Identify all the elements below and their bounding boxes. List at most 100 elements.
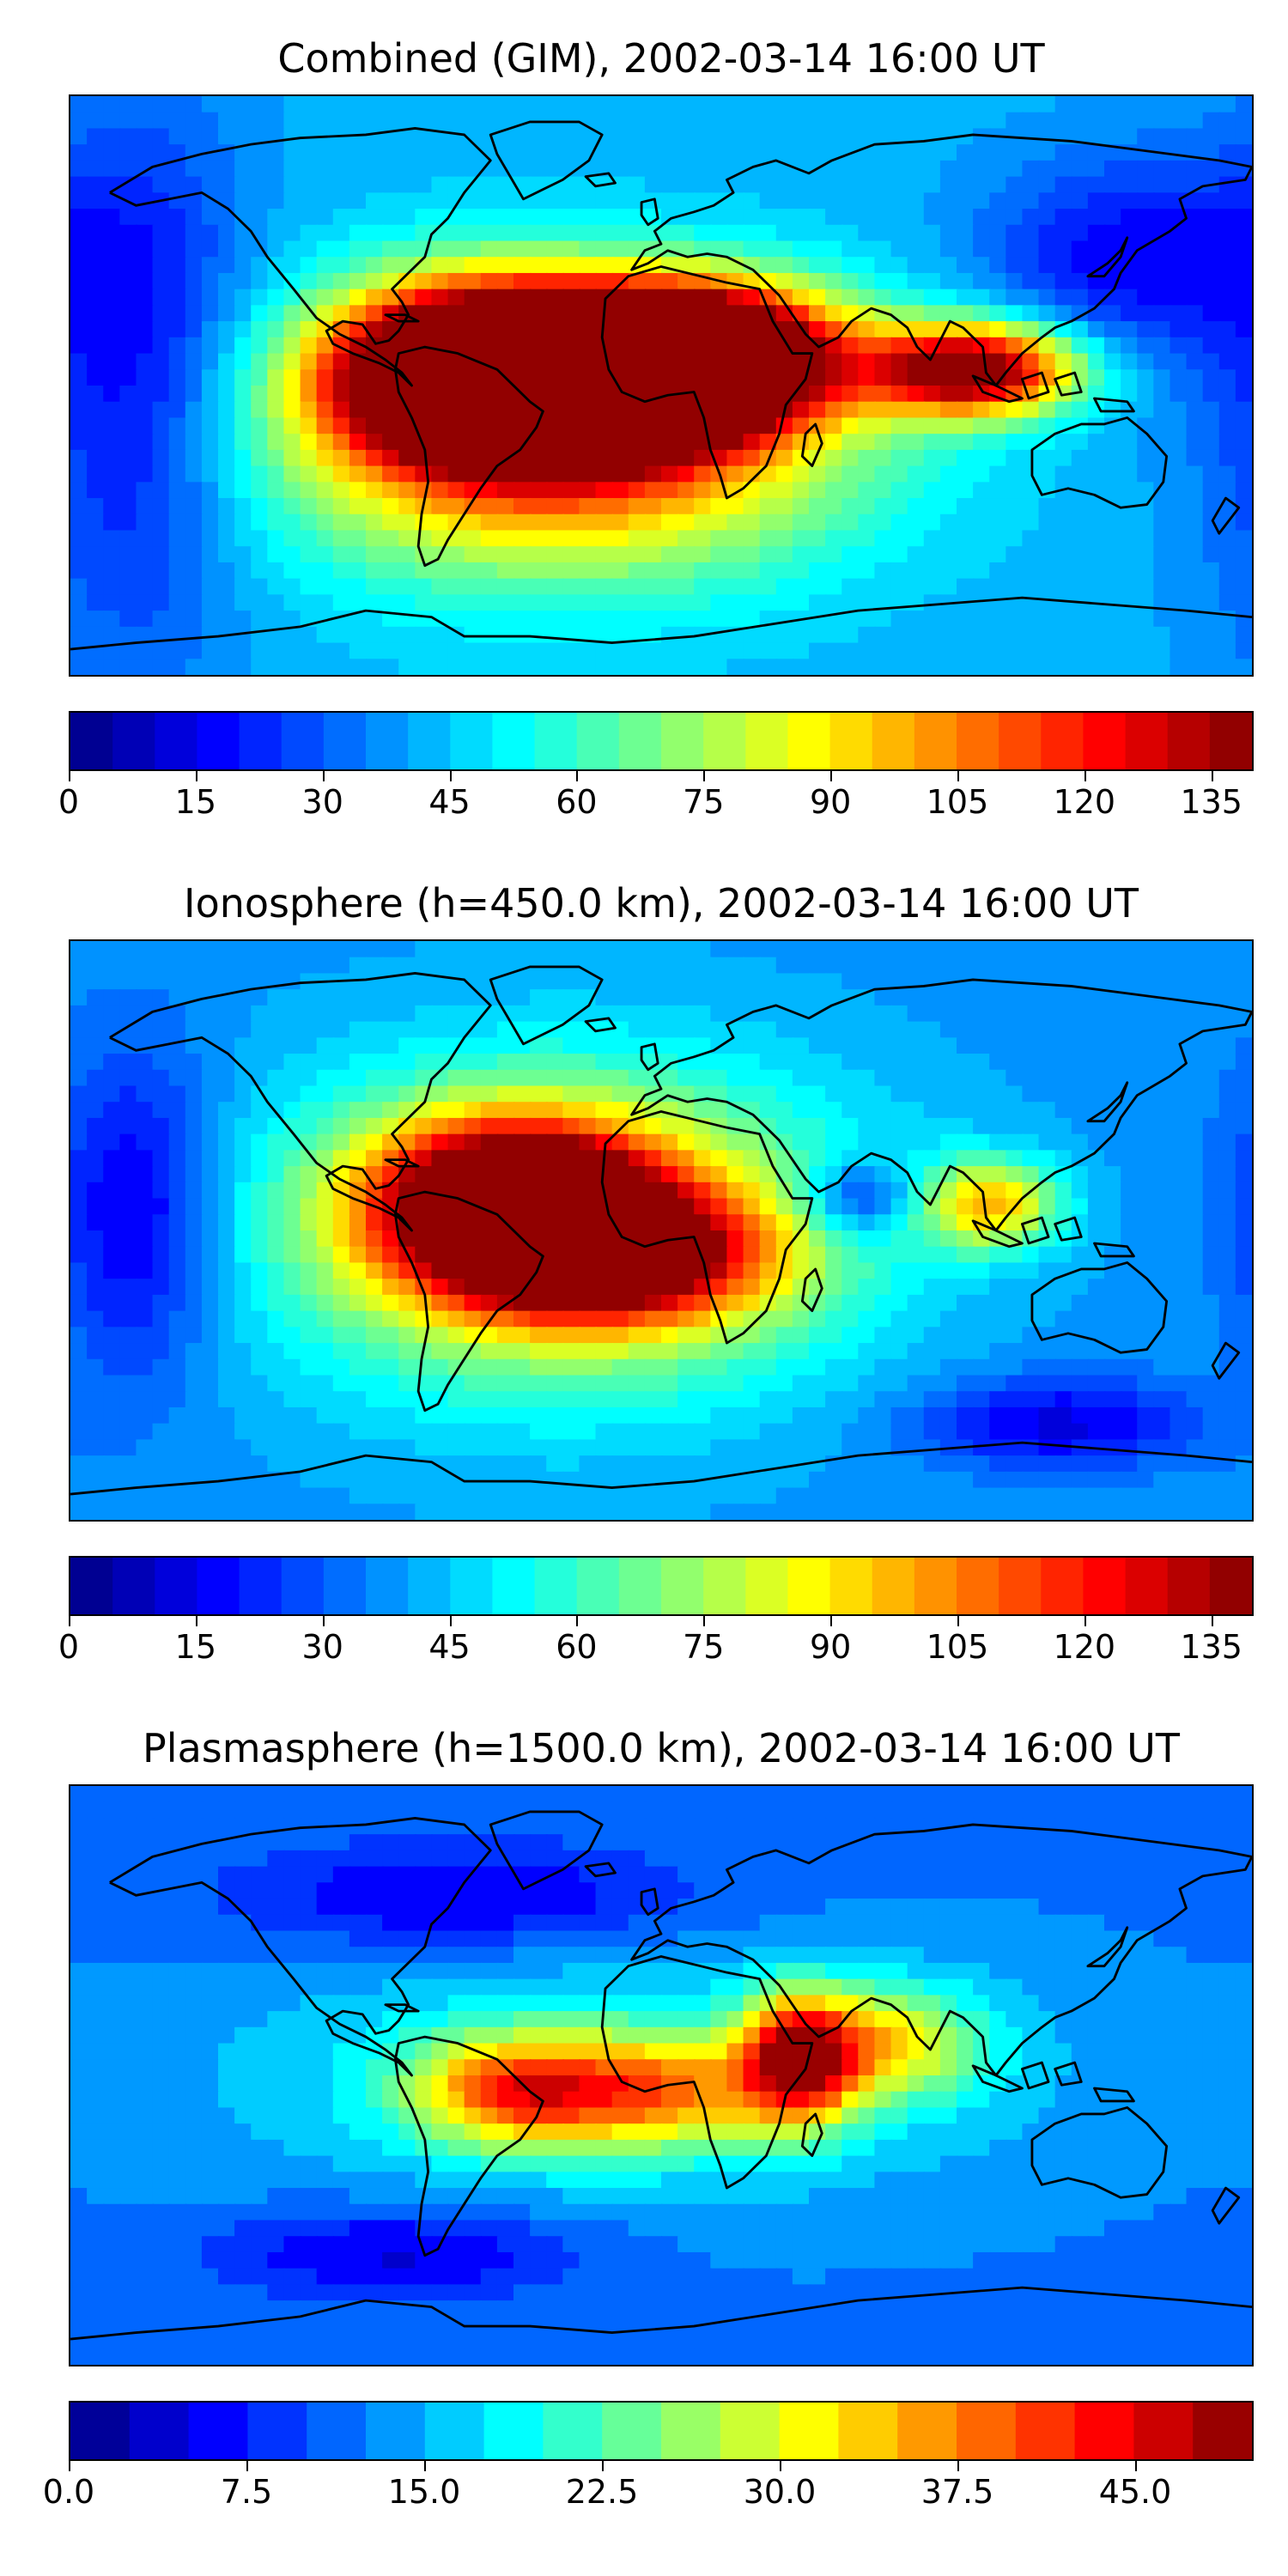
field-cell bbox=[382, 1455, 400, 1473]
field-cell bbox=[1104, 989, 1122, 1007]
field-cell bbox=[677, 1133, 696, 1151]
field-cell bbox=[1235, 144, 1252, 162]
field-cell bbox=[661, 1069, 679, 1087]
field-cell bbox=[546, 1327, 564, 1345]
field-cell bbox=[1087, 176, 1106, 194]
field-cell bbox=[136, 240, 155, 258]
field-cell bbox=[1104, 128, 1122, 146]
field-cell bbox=[283, 401, 302, 419]
field-cell bbox=[70, 1423, 88, 1441]
field-cell bbox=[87, 401, 105, 419]
field-cell bbox=[398, 1005, 416, 1024]
field-cell bbox=[415, 1294, 433, 1313]
field-cell bbox=[874, 337, 893, 355]
field-cell bbox=[1022, 289, 1041, 307]
field-cell bbox=[103, 465, 121, 483]
field-cell bbox=[103, 957, 121, 975]
field-cell bbox=[1202, 498, 1221, 516]
field-cell bbox=[1087, 1423, 1106, 1441]
field-cell bbox=[644, 1005, 663, 1024]
field-cell bbox=[70, 957, 88, 975]
field-cell bbox=[185, 112, 204, 130]
field-cell bbox=[415, 1069, 433, 1087]
field-cell bbox=[366, 1391, 384, 1409]
field-cell bbox=[87, 144, 105, 162]
field-cell bbox=[989, 257, 1007, 275]
field-cell bbox=[136, 578, 155, 596]
field-cell bbox=[792, 224, 811, 242]
field-cell bbox=[168, 240, 187, 258]
field-cell bbox=[1054, 546, 1073, 564]
field-cell bbox=[152, 1262, 171, 1280]
field-cell bbox=[874, 611, 893, 629]
field-cell bbox=[283, 353, 302, 371]
field-cell bbox=[1104, 434, 1122, 452]
field-cell bbox=[661, 1246, 679, 1264]
field-cell bbox=[874, 128, 893, 146]
field-cell bbox=[1153, 112, 1171, 130]
field-cell bbox=[1038, 176, 1057, 194]
field-cell bbox=[923, 1069, 942, 1087]
field-cell bbox=[1104, 957, 1122, 975]
field-cell bbox=[1153, 1214, 1171, 1232]
field-cell bbox=[513, 128, 532, 146]
field-cell bbox=[546, 192, 564, 210]
field-cell bbox=[923, 1102, 942, 1120]
field-cell bbox=[579, 289, 598, 307]
field-cell bbox=[136, 321, 155, 339]
field-cell bbox=[694, 417, 712, 435]
field-cell bbox=[201, 498, 220, 516]
field-cell bbox=[480, 1085, 499, 1103]
field-cell bbox=[300, 1294, 319, 1313]
field-cell bbox=[1104, 973, 1122, 991]
field-cell bbox=[201, 386, 220, 404]
field-cell bbox=[1218, 1279, 1237, 1297]
field-cell bbox=[579, 1021, 598, 1039]
field-cell bbox=[316, 1150, 335, 1168]
field-cell bbox=[694, 128, 712, 146]
field-cell bbox=[316, 1375, 335, 1393]
field-cell bbox=[316, 1069, 335, 1087]
field-cell bbox=[1054, 257, 1073, 275]
field-cell bbox=[792, 989, 811, 1007]
field-cell bbox=[464, 1294, 483, 1313]
field-cell bbox=[957, 482, 975, 500]
field-cell bbox=[726, 578, 745, 596]
field-cell bbox=[530, 144, 548, 162]
field-cell bbox=[218, 1423, 236, 1441]
field-cell bbox=[530, 240, 548, 258]
field-cell bbox=[1087, 224, 1106, 242]
field-cell bbox=[1235, 957, 1252, 975]
field-cell bbox=[1104, 96, 1122, 114]
field-cell bbox=[1137, 465, 1155, 483]
field-cell bbox=[661, 272, 679, 291]
field-cell bbox=[415, 209, 433, 227]
field-cell bbox=[1153, 1406, 1171, 1425]
field-cell bbox=[267, 1166, 285, 1184]
field-cell bbox=[152, 1021, 171, 1039]
field-cell bbox=[480, 546, 499, 564]
field-cell bbox=[201, 941, 220, 959]
field-cell bbox=[1170, 1150, 1188, 1168]
field-cell bbox=[201, 1406, 220, 1425]
field-cell bbox=[743, 594, 762, 612]
field-cell bbox=[677, 321, 696, 339]
field-cell bbox=[957, 353, 975, 371]
field-cell bbox=[316, 192, 335, 210]
field-cell bbox=[480, 1150, 499, 1168]
field-cell bbox=[562, 144, 580, 162]
field-cell bbox=[103, 1455, 121, 1473]
field-cell bbox=[743, 369, 762, 387]
field-cell bbox=[775, 1198, 794, 1216]
field-cell bbox=[1104, 1054, 1122, 1072]
field-cell bbox=[907, 289, 926, 307]
field-cell bbox=[1038, 1085, 1057, 1103]
field-cell bbox=[1170, 1214, 1188, 1232]
field-cell bbox=[562, 1085, 580, 1103]
field-cell bbox=[218, 642, 236, 660]
field-cell bbox=[136, 1375, 155, 1393]
field-cell bbox=[694, 642, 712, 660]
colorbar-segment bbox=[787, 713, 831, 769]
field-cell bbox=[775, 1037, 794, 1055]
field-cell bbox=[70, 1182, 88, 1200]
